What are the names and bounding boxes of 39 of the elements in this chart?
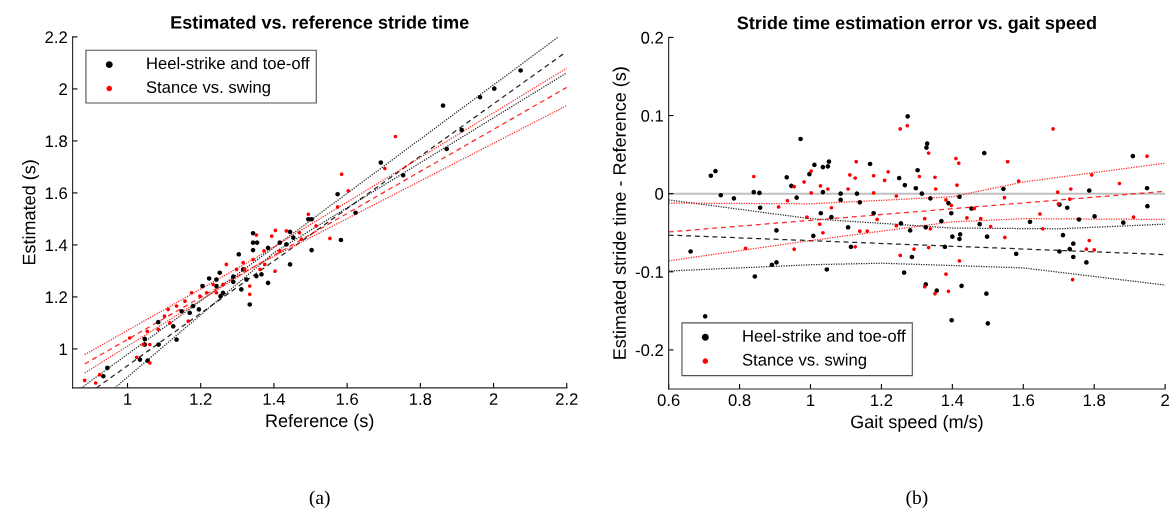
- x-tick-label: 1.6: [1012, 394, 1035, 407]
- x-tick-label: 1.4: [942, 394, 964, 406]
- x-tick-label: 1.2: [190, 393, 212, 405]
- y-tick-label: 0.2: [641, 31, 663, 44]
- y-tick-label: -0.1: [635, 266, 663, 278]
- x-tick-label: 0.6: [657, 394, 680, 407]
- text: (b): [906, 490, 928, 509]
- y-tick-label: -0.2: [635, 344, 663, 357]
- y-tick-label: 1.6: [45, 187, 68, 200]
- y-tick-label: 1.2: [45, 291, 67, 303]
- text: (a): [309, 490, 330, 509]
- x-tick-label: 1.6: [336, 393, 358, 406]
- y-tick-label: 0.1: [641, 109, 663, 122]
- x-tick-label: 1: [124, 393, 132, 405]
- x-tick-label: 1.8: [410, 393, 432, 406]
- y-axis-title: Estimated (s): [22, 160, 40, 265]
- x-tick-label: 1: [807, 394, 815, 406]
- x-tick-label: 1.4: [263, 393, 286, 405]
- legend-label: Heel-strike and toe-off: [743, 329, 906, 342]
- x-tick-label: 1.2: [871, 394, 893, 406]
- x-axis-title: Reference (s): [266, 413, 374, 431]
- x-tick-label: 0.8: [728, 394, 751, 407]
- y-tick-label: 2.2: [45, 31, 67, 43]
- x-tick-label: 2: [489, 393, 498, 405]
- x-tick-label: 2.2: [556, 393, 578, 405]
- legend-label: Stance vs. swing: [146, 80, 270, 97]
- y-tick-label: 1.8: [45, 135, 68, 148]
- chart-title: Stride time estimation error vs. gait speed: [737, 16, 1096, 33]
- chart-title: Estimated vs. reference stride time: [171, 15, 469, 29]
- y-axis-title: Estimated stride time - Reference (s): [612, 67, 630, 359]
- y-tick-label: 2: [59, 83, 67, 95]
- legend-label: Stance vs. swing: [742, 353, 866, 369]
- legend-label: Heel-strike and toe-off: [147, 56, 310, 70]
- x-tick-label: 2: [1161, 394, 1169, 406]
- x-axis-title: Gait speed (m/s): [851, 414, 983, 432]
- y-tick-label: 0: [655, 188, 664, 200]
- x-tick-label: 1.8: [1083, 394, 1106, 407]
- y-tick-label: 1.4: [45, 239, 68, 251]
- y-tick-label: 1: [59, 343, 67, 355]
